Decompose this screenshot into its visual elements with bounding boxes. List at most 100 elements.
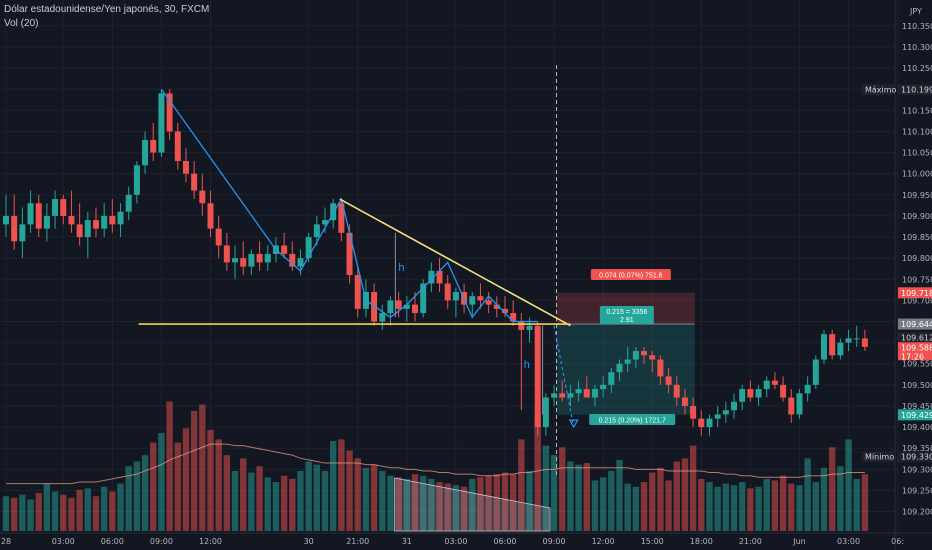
volume-bar [346,450,353,531]
candle-body [534,325,541,428]
candle-body [812,359,819,385]
volume-bar [509,474,517,531]
candle-body [649,355,656,360]
candle-body [861,338,868,347]
candle-body [207,203,214,229]
y-tick-label: 109.900 [902,212,932,221]
volume-bar [542,445,550,531]
volume-bar [567,461,574,531]
candle-body [19,224,26,242]
current-price-tag-text: 109.644 [901,320,932,329]
last-price-tag-timer: 17:26 [901,353,924,362]
max-price-label-text: Máximo [865,86,897,95]
candle-body [722,410,729,415]
volume-bar [559,447,566,531]
volume-bar [297,470,304,531]
candle-body [240,258,247,267]
volume-bar [747,488,754,531]
y-tick-label: 109.200 [902,508,932,517]
min-price-label-text: Mínimo [865,453,894,462]
volume-bar [649,472,656,531]
price-tag-1-text: 109.612 [901,334,932,343]
time-axis[interactable]: 28 03:00 06:00 09:00 12:00 30 21:00 31 03:00 06:0… [0,532,932,546]
candle-body [256,253,263,263]
candle-body [804,384,811,394]
current-price-tag [898,318,932,330]
volume-bar [321,470,329,531]
volume-bar [141,455,149,531]
candle-body [330,203,337,221]
candle-body [109,215,116,225]
volume-bar [837,466,844,531]
volume-bar [771,480,779,531]
y-tick-label: 109.400 [902,423,932,432]
volume-bar [362,467,370,531]
volume-bar [35,493,42,531]
candle-body [559,393,566,398]
target-label-text: 0.215 (0.20%) 1721.7 [599,418,666,425]
volume-bar [272,482,280,531]
volume-bar [550,455,558,531]
symbol-title: Dólar estadounidense/Yen japonés, 30, FX… [4,4,210,15]
candle-body [27,203,34,225]
target-zone [556,324,695,415]
volume-bar [452,485,460,531]
volume-bar [313,464,321,531]
candle-body [60,199,67,216]
y-tick-label: 109.250 [902,486,932,495]
volume-bar [2,496,10,531]
descending-trendline [339,198,571,327]
candle-body [248,253,255,267]
candle-body [297,258,304,267]
candle-body [624,359,631,364]
volume-bar [280,475,288,531]
volume-bar [591,480,599,531]
candle-body [158,93,165,153]
candle-body [76,224,83,238]
y-tick-label: 110.250 [902,64,932,73]
volume-bar [714,486,721,531]
candle-body [608,372,615,385]
candle-body [641,351,648,356]
candle-body [264,253,271,263]
volume-bar [845,439,852,531]
volume-bar [526,470,533,531]
candle-body [92,220,99,229]
max-price-text: 110.199 [901,86,932,95]
candle-body [428,270,435,284]
y-tick-label: 110.300 [902,43,932,52]
volume-bar [387,475,394,531]
volume-bar [698,478,705,531]
volume-bar [460,486,468,531]
volume-bar [215,439,222,531]
candle-body [35,203,42,229]
volume-bar [117,483,124,531]
candle-body [403,304,410,309]
volume-bar [444,483,451,531]
candle-body [395,300,402,309]
x-tick-label: 06:00 [101,537,124,546]
candle-body [223,245,230,263]
x-tick-label: 30 [304,537,314,546]
candle-body [68,215,75,225]
y-tick-label: 110.100 [902,127,932,136]
volume-bar [264,477,271,531]
volume-bar [100,486,108,531]
volume-bar [632,486,640,531]
candle-body [379,313,386,322]
volume-bar [788,483,795,531]
volume-bar [436,482,443,531]
volume-bar [689,445,697,531]
volume-bar [330,440,337,531]
price-axis[interactable]: JPY110.350110.300110.250110.200110.15011… [894,0,932,550]
volume-bar [379,470,386,531]
candle-body [665,376,672,385]
candle-body [788,397,795,415]
candle-body [845,338,852,343]
volume-bar [411,474,419,531]
candle-body [739,389,746,402]
target-price-tag-text: 109.429 [901,411,932,420]
candle-body [493,304,500,309]
